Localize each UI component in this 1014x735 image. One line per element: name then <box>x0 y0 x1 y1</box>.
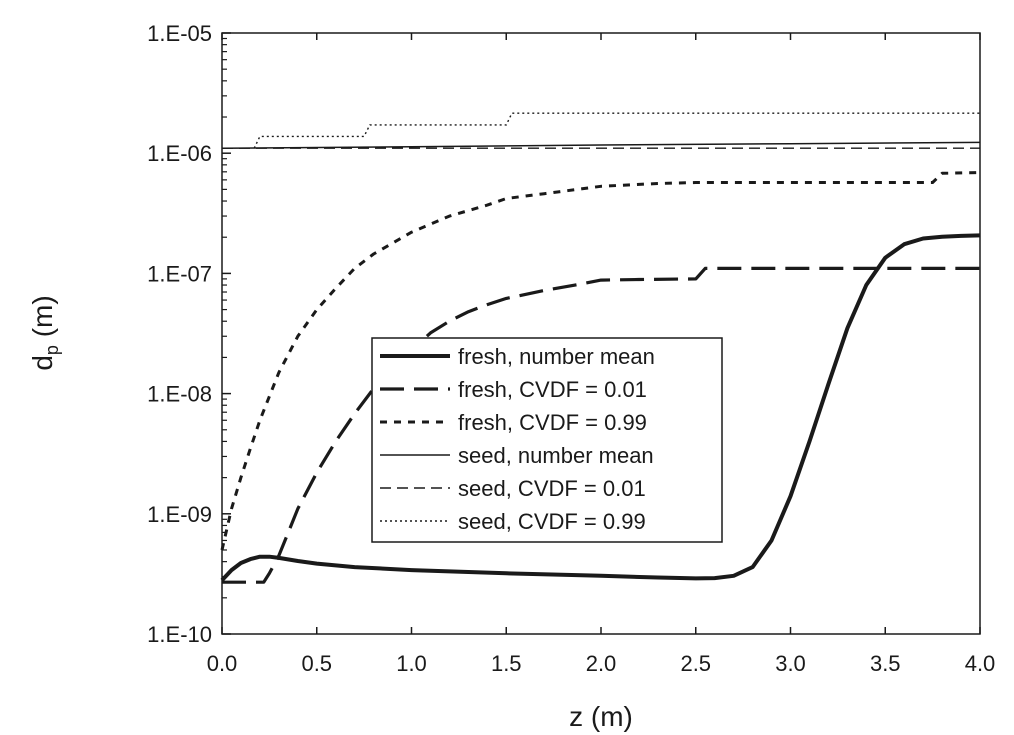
x-tick-labels: 0.0 0.5 1.0 1.5 2.0 2.5 3.0 3.5 4.0 <box>207 651 996 676</box>
x-axis-title: z (m) <box>569 701 633 732</box>
series-line-3 <box>220 171 981 551</box>
x-tick-label: 2.5 <box>680 651 711 676</box>
legend-label-4: seed, number mean <box>458 443 654 468</box>
series-line-1 <box>220 233 981 582</box>
legend-entries: fresh, number mean fresh, CVDF = 0.01 fres… <box>380 344 655 534</box>
legend-box <box>371 337 723 543</box>
series-line-6 <box>253 112 980 149</box>
x-tick-label: 3.5 <box>870 651 901 676</box>
series-line-4 <box>221 141 981 149</box>
legend-label-1: fresh, number mean <box>458 344 655 369</box>
x-tick-label: 0.0 <box>207 651 238 676</box>
x-tick-label: 1.5 <box>491 651 522 676</box>
y-axis-title-unit: (m) <box>27 295 58 345</box>
series-line-2 <box>222 266 980 584</box>
legend: fresh, number mean fresh, CVDF = 0.01 fres… <box>371 337 723 543</box>
x-tick-label: 2.0 <box>586 651 617 676</box>
x-tick-label: 4.0 <box>965 651 996 676</box>
y-tick-labels: 1.E-10 1.E-09 1.E-08 1.E-07 1.E-06 1.E-05 <box>147 21 212 647</box>
plot-area <box>221 32 981 635</box>
x-tick-label: 0.5 <box>301 651 332 676</box>
y-tick-label: 1.E-05 <box>147 21 212 46</box>
y-tick-label: 1.E-08 <box>147 382 212 407</box>
y-axis-title: dp (m) <box>27 295 62 370</box>
y-axis-title-main: d <box>27 355 58 371</box>
y-axis-title-sub: p <box>42 345 62 355</box>
minor-ticks <box>222 37 227 599</box>
y-tick-label: 1.E-06 <box>147 141 212 166</box>
legend-label-6: seed, CVDF = 0.99 <box>458 509 646 534</box>
y-tick-label: 1.E-09 <box>147 502 212 527</box>
y-tick-label: 1.E-10 <box>147 622 212 647</box>
legend-label-3: fresh, CVDF = 0.99 <box>458 410 647 435</box>
major-ticks <box>221 32 981 635</box>
x-tick-label: 1.0 <box>396 651 427 676</box>
series-lines <box>220 112 981 584</box>
legend-label-2: fresh, CVDF = 0.01 <box>458 377 647 402</box>
legend-label-5: seed, CVDF = 0.01 <box>458 476 646 501</box>
y-tick-label: 1.E-07 <box>147 261 212 286</box>
x-tick-label: 3.0 <box>775 651 806 676</box>
